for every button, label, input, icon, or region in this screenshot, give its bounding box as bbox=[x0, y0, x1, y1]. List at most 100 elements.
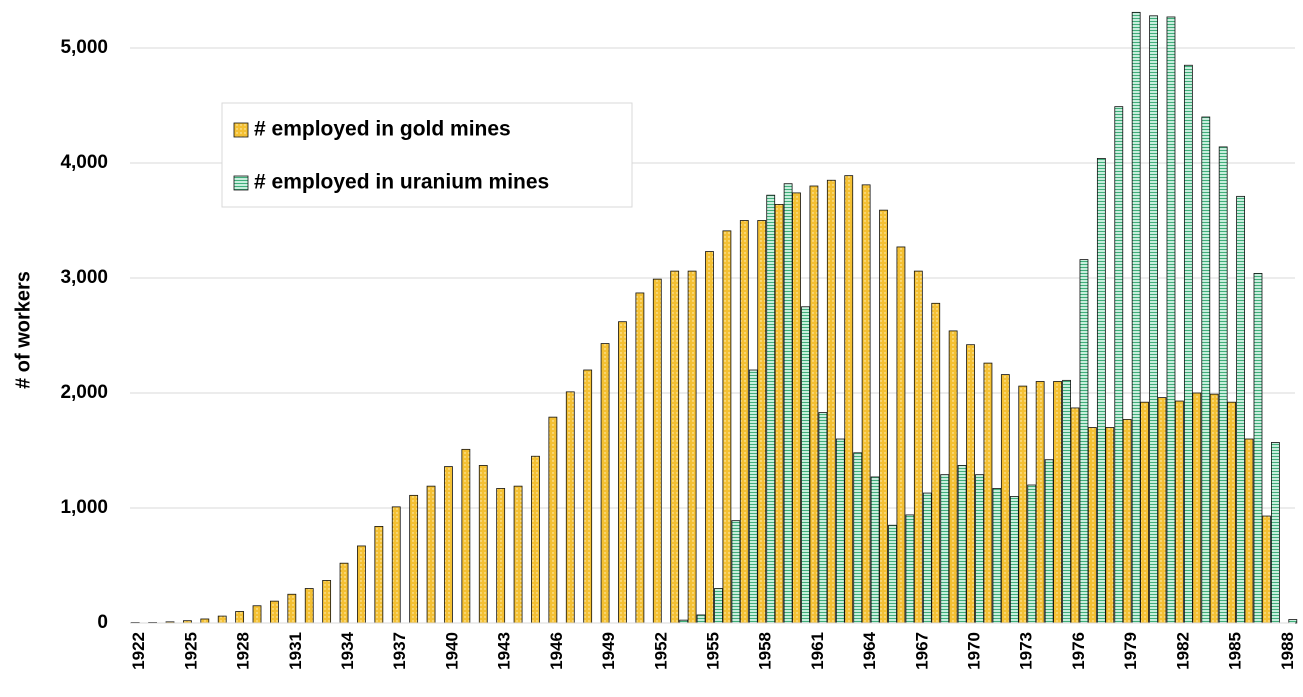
bar bbox=[235, 611, 245, 624]
bar bbox=[217, 615, 227, 624]
bar bbox=[1201, 116, 1211, 624]
bar bbox=[905, 514, 915, 624]
bar bbox=[1114, 106, 1124, 624]
bar bbox=[1253, 272, 1263, 624]
bar bbox=[992, 488, 1002, 624]
bar bbox=[853, 452, 863, 624]
x-tick-label: 1925 bbox=[181, 632, 200, 670]
bar bbox=[304, 588, 314, 624]
bar bbox=[826, 179, 836, 624]
bar bbox=[1062, 379, 1071, 624]
bar bbox=[1236, 195, 1245, 624]
bar bbox=[1018, 385, 1028, 624]
bar bbox=[496, 488, 506, 624]
x-tick-label: 1928 bbox=[234, 632, 253, 670]
bar bbox=[1227, 401, 1236, 624]
bar bbox=[809, 185, 819, 624]
y-tick-label: 3,000 bbox=[60, 267, 108, 288]
bar bbox=[1035, 381, 1045, 624]
bar bbox=[957, 465, 967, 624]
bar bbox=[975, 474, 984, 624]
y-axis-label: # of workers bbox=[12, 271, 34, 389]
bar bbox=[1183, 64, 1193, 624]
bar bbox=[774, 203, 784, 624]
bar bbox=[1157, 397, 1167, 624]
bar bbox=[739, 220, 749, 624]
bar bbox=[618, 321, 627, 624]
bar bbox=[722, 230, 732, 624]
bar bbox=[635, 292, 645, 624]
bar bbox=[322, 580, 332, 624]
bar bbox=[1079, 259, 1089, 624]
x-tick-label: 1943 bbox=[495, 632, 514, 670]
bar bbox=[1070, 407, 1080, 624]
bar bbox=[792, 192, 801, 624]
bar bbox=[870, 476, 880, 624]
bar bbox=[252, 605, 262, 624]
legend-swatch bbox=[233, 175, 249, 191]
bar bbox=[531, 455, 540, 624]
bar bbox=[200, 618, 210, 624]
bar bbox=[444, 466, 453, 624]
x-tick-label: 1982 bbox=[1173, 632, 1192, 670]
bar bbox=[565, 391, 575, 624]
bar bbox=[1288, 619, 1298, 624]
x-tick-label: 1934 bbox=[338, 631, 357, 669]
legend-label: # employed in uranium mines bbox=[254, 171, 549, 194]
bar bbox=[696, 614, 706, 624]
bar bbox=[896, 246, 906, 624]
x-tick-label: 1961 bbox=[808, 632, 827, 670]
x-tick-label: 1967 bbox=[912, 632, 931, 670]
x-tick-label: 1955 bbox=[703, 632, 722, 670]
bar bbox=[1044, 459, 1054, 624]
bar bbox=[1122, 419, 1132, 624]
bar bbox=[374, 526, 384, 624]
bar bbox=[1209, 393, 1219, 624]
bar bbox=[1149, 15, 1158, 624]
x-tick-label: 1976 bbox=[1069, 632, 1088, 670]
bar bbox=[426, 485, 436, 624]
bar bbox=[705, 251, 714, 624]
bar bbox=[478, 465, 488, 624]
bar bbox=[270, 600, 279, 624]
y-tick-label: 1,000 bbox=[60, 497, 108, 518]
bar bbox=[1105, 427, 1115, 624]
bar bbox=[1270, 442, 1280, 624]
bar bbox=[1087, 427, 1097, 624]
bar bbox=[966, 344, 975, 624]
bar bbox=[983, 362, 993, 624]
bar bbox=[1027, 484, 1037, 624]
bar bbox=[1174, 400, 1184, 624]
y-tick-label: 4,000 bbox=[60, 152, 108, 173]
bar bbox=[1261, 515, 1271, 624]
bar bbox=[1218, 146, 1228, 624]
bar bbox=[583, 369, 593, 624]
bar bbox=[339, 562, 349, 624]
bar bbox=[835, 438, 845, 624]
y-tick-label: 2,000 bbox=[60, 382, 108, 403]
x-tick-label: 1958 bbox=[756, 632, 775, 670]
bar bbox=[600, 343, 610, 624]
bar bbox=[922, 492, 932, 624]
bar bbox=[731, 520, 741, 624]
x-tick-label: 1949 bbox=[599, 632, 618, 670]
x-tick-label: 1979 bbox=[1121, 632, 1140, 670]
bar bbox=[409, 494, 419, 624]
bar bbox=[783, 183, 793, 624]
bar bbox=[818, 412, 828, 624]
bar bbox=[931, 302, 941, 624]
bar bbox=[1192, 392, 1202, 624]
bar bbox=[687, 270, 697, 624]
bar bbox=[913, 270, 923, 624]
bar bbox=[766, 194, 776, 624]
bar bbox=[714, 588, 723, 624]
x-tick-label: 1940 bbox=[442, 632, 461, 670]
legend-box bbox=[221, 102, 633, 208]
bar bbox=[1131, 11, 1141, 624]
bar bbox=[1009, 496, 1019, 624]
bar bbox=[1096, 157, 1106, 624]
bar bbox=[948, 330, 958, 624]
bar bbox=[670, 270, 680, 624]
x-tick-label: 1973 bbox=[1017, 632, 1036, 670]
bar bbox=[461, 448, 471, 624]
